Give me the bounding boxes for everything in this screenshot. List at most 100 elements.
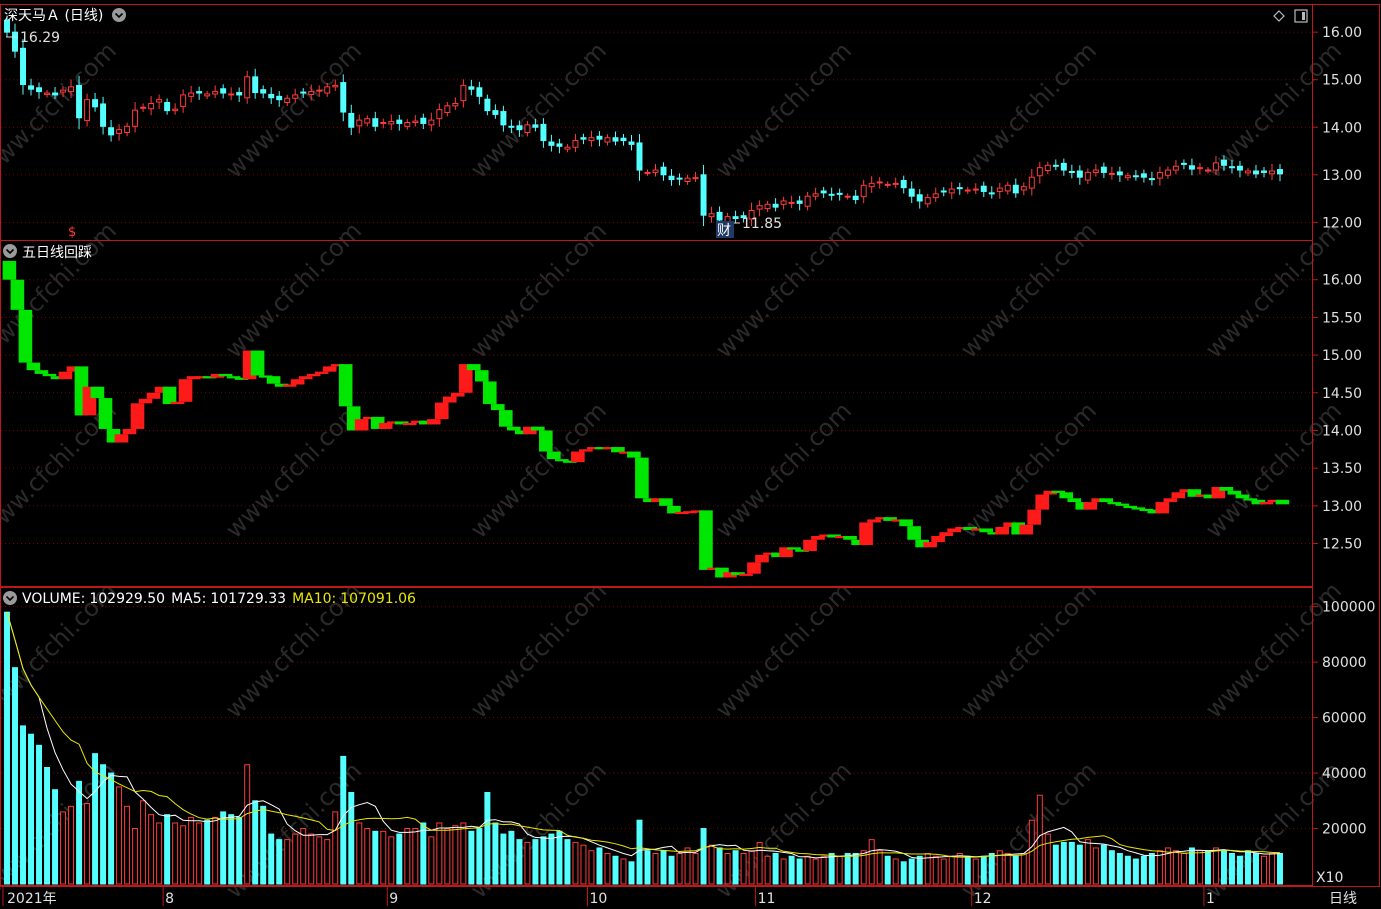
indicator-tick-label: 14.00 (1322, 423, 1362, 439)
price-tick-label: 15.00 (1322, 73, 1362, 89)
volume-bar (708, 844, 715, 885)
watermark-text: www.cfchi.com (710, 217, 857, 364)
volume-bar (308, 833, 315, 885)
volume-bar (212, 816, 219, 885)
candle-body (1228, 166, 1235, 169)
indicator-block (739, 573, 753, 576)
volume-dropdown-icon[interactable] (3, 591, 17, 605)
indicator-block (1171, 492, 1186, 499)
indicator-block (1123, 505, 1138, 509)
volume-bar (220, 811, 227, 885)
candle-body (196, 91, 203, 94)
watermark-text: www.cfchi.com (220, 397, 367, 544)
layout-toggle-icon[interactable] (1294, 9, 1308, 23)
candle-body (620, 137, 627, 142)
volume-bar (164, 814, 171, 885)
watermark-text: www.cfchi.com (465, 217, 612, 364)
volume-bar (956, 852, 963, 885)
volume-bar (388, 836, 395, 885)
volume-bar (268, 833, 275, 885)
indicator-block (875, 517, 889, 520)
volume-bar (228, 814, 235, 885)
volume-bar (580, 844, 587, 885)
volume-bar (92, 753, 99, 885)
indicator-block (58, 371, 73, 380)
candle-body (980, 185, 987, 192)
indicator-block (531, 426, 545, 431)
indicator-block (667, 505, 681, 514)
candle-body (788, 201, 795, 204)
indicator-block (386, 421, 401, 424)
volume-bar (812, 858, 819, 885)
candle-body (308, 91, 315, 95)
indicator-dropdown-icon[interactable] (3, 244, 17, 258)
candle-body (972, 188, 979, 191)
volume-bar (316, 836, 323, 885)
volume-bar (332, 811, 339, 885)
volume-bar (836, 855, 843, 885)
volume-bar (84, 803, 91, 885)
indicator-block (963, 526, 977, 530)
finance-marker[interactable]: 财 (717, 223, 731, 239)
volume-bar (828, 852, 835, 885)
candle-body (332, 84, 339, 88)
candle-body (476, 87, 483, 97)
indicator-block (458, 364, 473, 393)
volume-bar (1116, 852, 1123, 885)
candle-body (1172, 165, 1179, 171)
indicator-block (1091, 498, 1106, 503)
volume-bar (428, 836, 435, 885)
candle-body (652, 169, 659, 173)
volume-bar (876, 850, 883, 885)
indicator-block (675, 511, 689, 515)
diamond-icon[interactable] (1273, 10, 1285, 22)
volume-bar (892, 858, 899, 885)
indicator-title[interactable]: 五日线回踩 (22, 245, 92, 261)
candle-body (1012, 184, 1019, 194)
candle-body (380, 122, 387, 124)
indicator-block (402, 422, 417, 426)
period-button[interactable]: 日线 (1329, 891, 1357, 907)
volume-bar (772, 852, 779, 885)
indicator-block (931, 536, 945, 543)
watermark-text: www.cfchi.com (710, 37, 857, 184)
volume-bar (12, 667, 18, 885)
volume-bar (436, 822, 443, 885)
indicator-block (258, 375, 273, 378)
indicator-tick-label: 15.00 (1322, 348, 1362, 364)
indicator-block (523, 426, 537, 435)
volume-bar (516, 839, 523, 885)
candle-body (956, 187, 963, 190)
indicator-block (1179, 489, 1194, 493)
volume-bar (548, 833, 555, 885)
period-button-bg[interactable] (1313, 887, 1379, 908)
volume-bar (1084, 839, 1091, 885)
indicator-block (1235, 494, 1250, 499)
indicator-block (947, 528, 961, 533)
indicator-tick-label: 13.50 (1322, 461, 1362, 477)
stock-title[interactable]: 深天马Ａ (日线) (4, 8, 103, 24)
volume-bar (396, 833, 403, 885)
indicator-block (1131, 507, 1146, 510)
title-dropdown-icon[interactable] (112, 8, 126, 22)
volume-bar (932, 855, 939, 885)
indicator-block (1059, 492, 1074, 499)
indicator-block (122, 428, 137, 435)
indicator-block (595, 447, 609, 450)
candle-body (388, 121, 395, 125)
volume-bars (4, 611, 1283, 885)
candle-body (356, 119, 363, 127)
candle-body (1220, 159, 1227, 166)
candle-body (820, 190, 827, 194)
indicator-block (42, 373, 57, 377)
volume-bar (300, 828, 307, 885)
indicator-block (130, 403, 145, 429)
volume-bar (116, 786, 123, 885)
volume-bar (1180, 852, 1187, 885)
volume-bar (796, 858, 803, 885)
dividend-marker[interactable]: $ (68, 225, 76, 240)
indicator-block (410, 420, 425, 423)
price-tick-label: 14.00 (1322, 120, 1362, 136)
volume-bar (868, 839, 875, 885)
